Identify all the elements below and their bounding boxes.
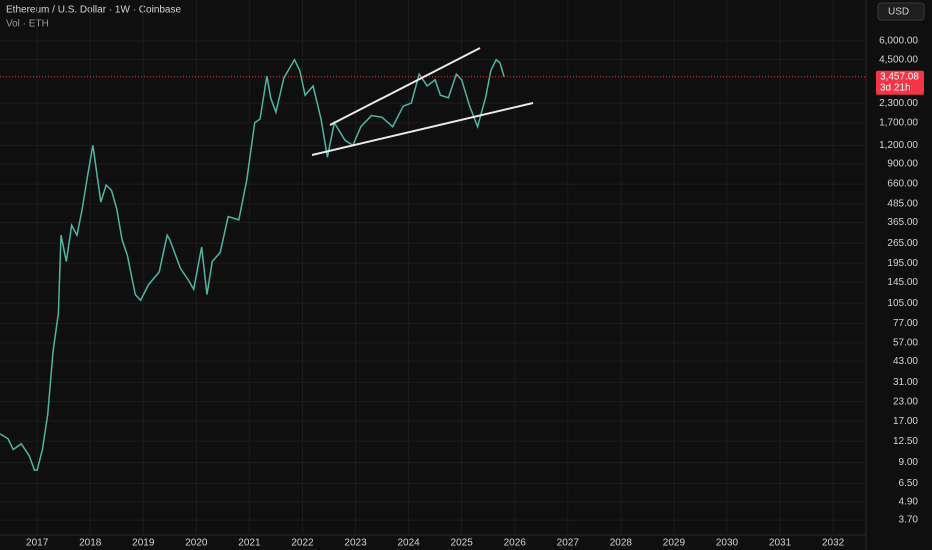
- x-tick-label: 2032: [822, 538, 845, 549]
- y-tick-label: 23.00: [893, 396, 918, 407]
- x-tick-label: 2031: [769, 538, 792, 549]
- x-tick-label: 2023: [344, 538, 367, 549]
- x-tick-label: 2025: [451, 538, 474, 549]
- x-tick-label: 2028: [610, 538, 633, 549]
- price-line: [0, 58, 505, 471]
- y-tick-label: 2,300.00: [879, 98, 918, 109]
- x-tick-label: 2018: [79, 538, 102, 549]
- y-tick-label: 900.00: [887, 159, 918, 170]
- y-tick-label: 4.90: [899, 497, 919, 508]
- y-tick-label: 105.00: [887, 298, 918, 309]
- x-tick-label: 2021: [238, 538, 261, 549]
- y-tick-label: 145.00: [887, 277, 918, 288]
- y-tick-label: 31.00: [893, 377, 918, 388]
- y-tick-label: 6,000.00: [879, 36, 918, 47]
- currency-label[interactable]: USD: [888, 7, 909, 18]
- y-tick-label: 365.00: [887, 217, 918, 228]
- y-tick-label: 1,700.00: [879, 117, 918, 128]
- y-tick-label: 1,200.00: [879, 140, 918, 151]
- y-tick-label: 660.00: [887, 179, 918, 190]
- chart-subtitle: Vol · ETH: [6, 19, 49, 30]
- x-tick-label: 2029: [663, 538, 686, 549]
- x-tick-label: 2017: [26, 538, 49, 549]
- y-tick-label: 57.00: [893, 337, 918, 348]
- y-tick-label: 12.50: [893, 436, 918, 447]
- y-tick-label: 485.00: [887, 199, 918, 210]
- countdown-label: 3d 21h: [880, 82, 911, 93]
- x-tick-label: 2027: [557, 538, 580, 549]
- last-price-box: [876, 70, 924, 95]
- x-tick-label: 2030: [716, 538, 739, 549]
- y-tick-label: 6.50: [899, 478, 919, 489]
- x-tick-label: 2022: [291, 538, 314, 549]
- x-tick-label: 2024: [397, 538, 420, 549]
- trend-line: [329, 47, 481, 126]
- y-tick-label: 43.00: [893, 356, 918, 367]
- x-tick-label: 2026: [504, 538, 527, 549]
- y-tick-label: 195.00: [887, 258, 918, 269]
- x-tick-label: 2020: [185, 538, 208, 549]
- y-tick-label: 3.70: [899, 515, 919, 526]
- y-tick-label: 265.00: [887, 238, 918, 249]
- last-price-label: 3,457.08: [880, 71, 919, 82]
- x-tick-label: 2019: [132, 538, 155, 549]
- chart-title: Ethereum / U.S. Dollar · 1W · Coinbase: [6, 5, 181, 16]
- currency-button[interactable]: [877, 2, 925, 21]
- y-tick-label: 4,500.00: [879, 54, 918, 65]
- y-tick-label: 77.00: [893, 318, 918, 329]
- trend-line: [311, 102, 534, 156]
- y-tick-label: 17.00: [893, 416, 918, 427]
- y-tick-label: 9.00: [899, 457, 919, 468]
